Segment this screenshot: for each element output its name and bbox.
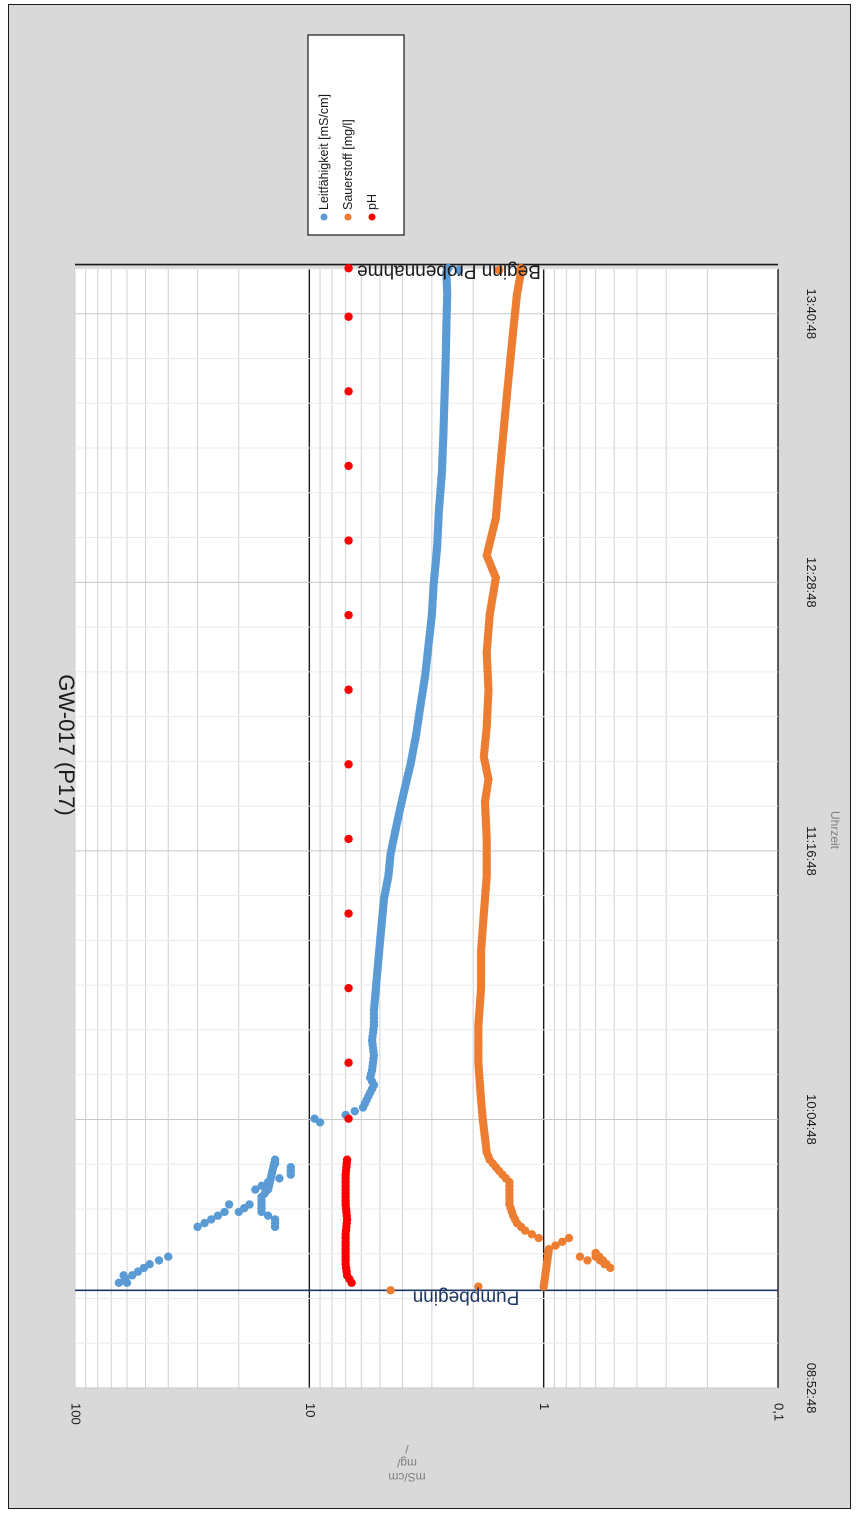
data-point bbox=[119, 1271, 128, 1280]
y-axis-label-line: / bbox=[405, 1442, 409, 1456]
data-point bbox=[344, 387, 353, 396]
data-point bbox=[534, 1233, 543, 1243]
data-point bbox=[344, 983, 353, 993]
x-tick-label: 08:52:48 bbox=[804, 1363, 819, 1414]
data-point bbox=[145, 1259, 154, 1269]
data-point bbox=[245, 1200, 254, 1209]
y-axis-label-text: mS/cmmg// bbox=[388, 1442, 425, 1484]
data-point bbox=[344, 760, 353, 769]
annotation-label: Pumpbeginn bbox=[413, 1286, 520, 1307]
data-point bbox=[454, 265, 464, 275]
series-group bbox=[114, 264, 464, 1288]
data-point bbox=[474, 1282, 483, 1291]
data-point bbox=[164, 1252, 173, 1261]
data-point bbox=[275, 1174, 284, 1183]
y-tick-label: 10 bbox=[303, 1403, 318, 1417]
data-point bbox=[575, 1252, 585, 1261]
data-point bbox=[539, 1282, 548, 1291]
data-point bbox=[220, 1207, 229, 1217]
x-tick-label: 10:04:48 bbox=[804, 1094, 819, 1145]
data-point bbox=[344, 1058, 353, 1067]
tick-labels: 08:52:48 10:04:48 11:16:48 12:28:48 13:40:48… bbox=[69, 288, 819, 1424]
data-point bbox=[344, 610, 353, 620]
data-point bbox=[344, 685, 353, 694]
data-point bbox=[344, 909, 353, 918]
data-point bbox=[551, 1241, 560, 1250]
data-point bbox=[386, 1286, 395, 1295]
data-point bbox=[344, 264, 353, 273]
x-tick-label: 11:16:48 bbox=[804, 826, 819, 876]
y-axis-label-line: mg/ bbox=[396, 1456, 417, 1470]
chart-svg: 08:52:48 10:04:48 11:16:48 12:28:48 13:40:48… bbox=[54, 34, 842, 1484]
annotation-labels: Pumpbeginn Beginn Probennahme bbox=[357, 261, 541, 1308]
x-tick-label: 13:40:48 bbox=[804, 288, 819, 339]
series-group bbox=[386, 264, 615, 1295]
grid bbox=[74, 268, 779, 1389]
legend-box bbox=[307, 34, 405, 236]
legend-marker bbox=[368, 213, 376, 221]
annotation-label: Beginn Probennahme bbox=[357, 261, 541, 282]
x-tick-label: 12:28:48 bbox=[804, 557, 819, 608]
x-axis-label: Uhrzeit bbox=[828, 811, 842, 850]
data-point bbox=[342, 1155, 352, 1164]
data-point bbox=[444, 264, 453, 273]
data-point bbox=[224, 1200, 234, 1209]
y-tick-label: 1 bbox=[537, 1403, 552, 1410]
plot-area bbox=[74, 268, 779, 1389]
data-point bbox=[207, 1215, 216, 1224]
data-point bbox=[344, 312, 353, 321]
data-point bbox=[558, 1237, 567, 1246]
data-point bbox=[270, 1222, 280, 1232]
legend-label: Leitfähigkeit [mS/cm] bbox=[317, 94, 331, 210]
data-point bbox=[494, 265, 504, 275]
data-point bbox=[344, 834, 353, 844]
data-point bbox=[257, 1207, 266, 1217]
data-point bbox=[193, 1222, 202, 1232]
data-point bbox=[344, 536, 353, 545]
legend-marker bbox=[320, 213, 328, 221]
y-tick-label: 100 bbox=[69, 1403, 84, 1425]
data-point bbox=[527, 1230, 537, 1239]
data-point bbox=[591, 1248, 600, 1258]
data-point bbox=[564, 1233, 574, 1243]
legend-label: pH bbox=[365, 194, 379, 210]
y-tick-label: 0,1 bbox=[772, 1403, 787, 1421]
chart-title: GW-017 (P17) bbox=[54, 674, 79, 815]
legend-marker bbox=[344, 213, 352, 221]
data-point bbox=[154, 1256, 164, 1265]
data-point bbox=[344, 461, 353, 471]
data-point bbox=[516, 264, 526, 273]
chart-frame: 08:52:48 10:04:48 11:16:48 12:28:48 13:40:48… bbox=[8, 4, 851, 1509]
data-point bbox=[583, 1256, 592, 1265]
legend-items: Leitfähigkeit [mS/cm] Sauerstoff [mg/l] pH bbox=[317, 94, 379, 221]
annotation-lines bbox=[75, 263, 778, 1292]
y-axis-label-line: mS/cm bbox=[388, 1470, 425, 1484]
data-point bbox=[257, 1181, 266, 1191]
data-point bbox=[350, 1107, 359, 1116]
series-group bbox=[341, 264, 356, 1288]
data-point bbox=[344, 1114, 353, 1123]
data-point bbox=[286, 1162, 295, 1172]
legend: Leitfähigkeit [mS/cm] Sauerstoff [mg/l] pH bbox=[307, 34, 405, 236]
y-axis-label: mS/cmmg// bbox=[388, 1442, 425, 1484]
data-point bbox=[213, 1211, 223, 1220]
data-point bbox=[114, 1278, 124, 1288]
data-point bbox=[200, 1218, 209, 1228]
legend-label: Sauerstoff [mg/l] bbox=[341, 119, 355, 210]
data-point bbox=[251, 1185, 260, 1194]
data-marks bbox=[114, 264, 615, 1295]
data-point bbox=[310, 1114, 319, 1123]
data-point bbox=[263, 1211, 273, 1220]
